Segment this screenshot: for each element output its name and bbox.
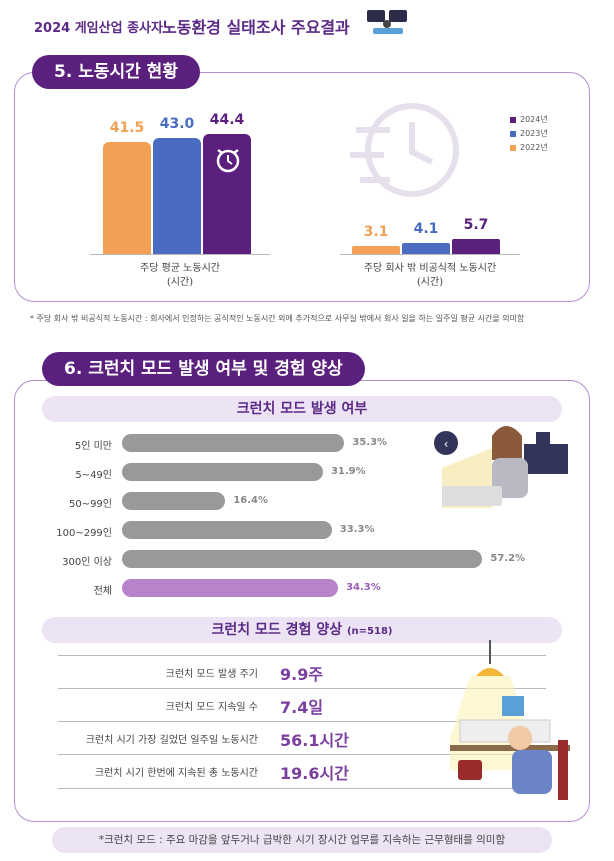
office-worker-icon	[367, 10, 407, 34]
legend-swatch-icon	[510, 116, 516, 123]
crunch-experience-header: 크런치 모드 경험 양상 (n=518)	[42, 617, 562, 643]
hbar-value-label: 33.3%	[339, 524, 375, 535]
hbar-4	[122, 550, 483, 568]
axis-baseline-left	[90, 254, 270, 255]
row-label: 크런치 시기 한번에 지속된 총 노동시간	[94, 768, 258, 779]
hbar-1	[122, 463, 323, 481]
alarm-clock-icon	[216, 149, 240, 173]
section5-panel	[14, 72, 590, 302]
desk-worker-illustration-icon	[450, 640, 570, 800]
header-title: 노동환경 실태조사 주요결과	[162, 18, 350, 37]
hbar-category-label: 전체	[93, 586, 112, 597]
legend-2024: 2024년	[510, 114, 548, 125]
legend-swatch-icon	[510, 130, 516, 137]
hbar-category-label: 50~99인	[68, 499, 112, 510]
crunch-occurrence-chart: 5인 미만 35.3% 5~49인 31.9% 50~99인 16.4% 100~299인 3…	[56, 434, 526, 597]
bar-2023년-0	[153, 137, 201, 254]
hbar-value-label: 35.3%	[352, 437, 388, 448]
crunch-occurrence-header: 크런치 모드 발생 여부	[42, 396, 562, 422]
row-value: 56.1시간	[280, 731, 349, 750]
hbar-category-label: 100~299인	[56, 528, 112, 539]
bar-2024년-0	[203, 134, 251, 254]
table-row: 크런치 시기 한번에 지속된 총 노동시간 19.6시간	[58, 754, 546, 789]
row-label: 크런치 모드 발생 주기	[165, 669, 258, 680]
bar-value-label: 3.1	[363, 223, 389, 240]
bar-value-label: 41.5	[109, 119, 145, 136]
hbar-value-label: 34.3%	[346, 582, 381, 593]
bar-2024년-1	[452, 238, 500, 254]
row-label: 크런치 모드 지속일 수	[165, 702, 258, 713]
hbar-category-label: 5인 미만	[74, 441, 112, 452]
hbar-category-label: 300인 이상	[62, 557, 112, 568]
hbar-value-label: 31.9%	[330, 466, 366, 477]
row-value: 7.4일	[280, 698, 324, 717]
legend-label: 2022년	[520, 143, 548, 152]
clock-watermark-icon	[350, 103, 459, 197]
svg-text:‹: ‹	[444, 437, 449, 451]
table-row: 크런치 시기 가장 길었던 일주일 노동시간 56.1시간	[58, 721, 546, 755]
axis-baseline-right	[340, 254, 520, 255]
section5-note: * 주당 회사 밖 비공식적 노동시간 : 회사에서 인정하는 공식적인 노동시…	[30, 314, 525, 323]
hbar-2	[122, 492, 226, 510]
table-row: 크런치 모드 지속일 수 7.4일	[58, 688, 546, 722]
hbar-5	[122, 579, 339, 597]
bar-value-label: 44.4	[209, 112, 245, 129]
table-row: 크런치 모드 발생 주기 9.9주	[58, 655, 546, 689]
legend-label: 2023년	[520, 129, 548, 138]
category-label-line: 주당 회사 밖 비공식적 노동시간	[363, 263, 497, 274]
header-subtitle: 2024 게임산업 종사자	[34, 21, 163, 36]
row-value: 19.6시간	[280, 764, 349, 783]
crunch-footnote: *크런치 모드 : 주요 마감을 앞두거나 급박한 시기 장시간 업무를 지속하…	[52, 827, 552, 853]
hbar-category-label: 5~49인	[75, 470, 112, 481]
category-label-avg-hours: 주당 평균 노동시간 (시간)	[90, 262, 270, 290]
hours-bar-chart: 41.5 43.0 44.4 3.1 4.1 5.7	[0, 0, 614, 300]
section6-title: 6. 크런치 모드 발생 여부 및 경험 양상	[42, 352, 365, 386]
section5-title: 5. 노동시간 현황	[32, 55, 200, 89]
bar-value-label: 43.0	[159, 115, 195, 132]
hbar-0	[122, 434, 345, 452]
bar-2023년-1	[402, 242, 450, 254]
hbar-value-label: 57.2%	[490, 553, 526, 564]
bar-value-label: 5.7	[463, 216, 489, 233]
crunch-experience-title: 크런치 모드 경험 양상	[211, 622, 343, 638]
legend-swatch-icon	[510, 144, 516, 151]
category-label-offsite-hours: 주당 회사 밖 비공식적 노동시간 (시간)	[320, 262, 540, 290]
crunch-experience-n: (n=518)	[346, 626, 393, 637]
hbar-3	[122, 521, 332, 539]
bar-2022년-1	[352, 245, 400, 254]
category-label-unit: (시간)	[166, 277, 194, 288]
legend-2023: 2023년	[510, 128, 548, 139]
legend-label: 2024년	[520, 115, 548, 124]
tired-worker-illustration-icon: ‹	[434, 416, 568, 508]
category-label-line: 주당 평균 노동시간	[140, 263, 220, 274]
hbar-value-label: 16.4%	[233, 495, 269, 506]
legend-2022: 2022년	[510, 142, 548, 153]
bar-2022년-0	[103, 141, 151, 254]
bar-value-label: 4.1	[413, 220, 439, 237]
row-label: 크런치 시기 가장 길었던 일주일 노동시간	[85, 735, 258, 746]
category-label-unit: (시간)	[416, 277, 444, 288]
row-value: 9.9주	[280, 665, 324, 684]
